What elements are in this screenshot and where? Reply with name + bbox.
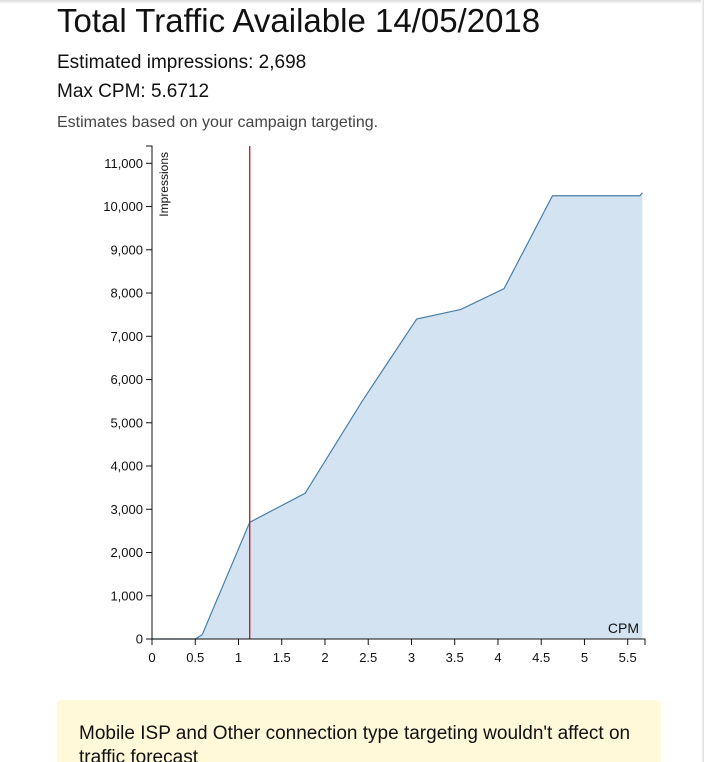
- estimated-impressions: Estimated impressions: 2,698: [57, 52, 307, 73]
- y-tick-label: 6,000: [110, 372, 143, 387]
- y-tick-label: 2,000: [110, 545, 143, 560]
- impressions-area: [152, 192, 643, 639]
- y-tick-label: 8,000: [110, 286, 143, 301]
- y-tick-label: 7,000: [110, 329, 143, 344]
- x-tick-label: 2.5: [359, 650, 377, 665]
- x-tick-label: 3: [408, 650, 415, 665]
- x-tick-label: 5: [581, 650, 588, 665]
- estimate-note: Estimates based on your campaign targeti…: [57, 114, 379, 131]
- y-tick-label: 5,000: [110, 415, 143, 430]
- x-tick-label: 2: [321, 650, 328, 665]
- x-axis-domain: [151, 638, 646, 645]
- y-tick-label: 0: [136, 632, 143, 647]
- impressions-line: [152, 192, 643, 640]
- x-tick-label: 1.5: [273, 650, 291, 665]
- y-tick-label: 3,000: [110, 502, 143, 517]
- x-tick-label: 5.5: [619, 650, 637, 665]
- traffic-area-chart: 0 1,000 2,000 3,000 4,000 5,000 6,000 7,000 8,00…: [103, 145, 646, 665]
- top-border: [0, 0, 704, 4]
- x-tick-label: 0: [148, 650, 155, 665]
- y-tick-label: 11,000: [104, 156, 143, 171]
- x-tick-label: 4: [494, 650, 501, 665]
- connection-targeting-alert: Mobile ISP and Other connection type tar…: [57, 700, 661, 762]
- x-tick-label: 3.5: [446, 650, 464, 665]
- x-tick-label: 4.5: [532, 650, 550, 665]
- y-axis: 0 1,000 2,000 3,000 4,000 5,000 6,000 7,000 8,00…: [103, 145, 153, 647]
- x-tick-label: 1: [235, 650, 242, 665]
- y-tick-label: 9,000: [110, 242, 143, 257]
- y-axis-label: Impressions: [157, 152, 171, 217]
- x-axis: 0 0.5 1 1.5 2 2.5 3 3.5 4 4.5 5 5.5: [148, 638, 646, 665]
- x-tick-label: 0.5: [186, 650, 204, 665]
- scrollbar-edge: [701, 0, 704, 762]
- x-axis-label: CPM: [608, 620, 639, 636]
- y-axis-domain: [146, 145, 153, 640]
- page-title: Total Traffic Available 14/05/2018: [57, 2, 541, 39]
- y-tick-label: 10,000: [103, 199, 143, 214]
- max-cpm: Max CPM: 5.6712: [57, 81, 210, 102]
- alert-text: Mobile ISP and Other connection type tar…: [79, 723, 631, 762]
- y-tick-label: 1,000: [110, 588, 143, 603]
- y-tick-label: 4,000: [110, 459, 143, 474]
